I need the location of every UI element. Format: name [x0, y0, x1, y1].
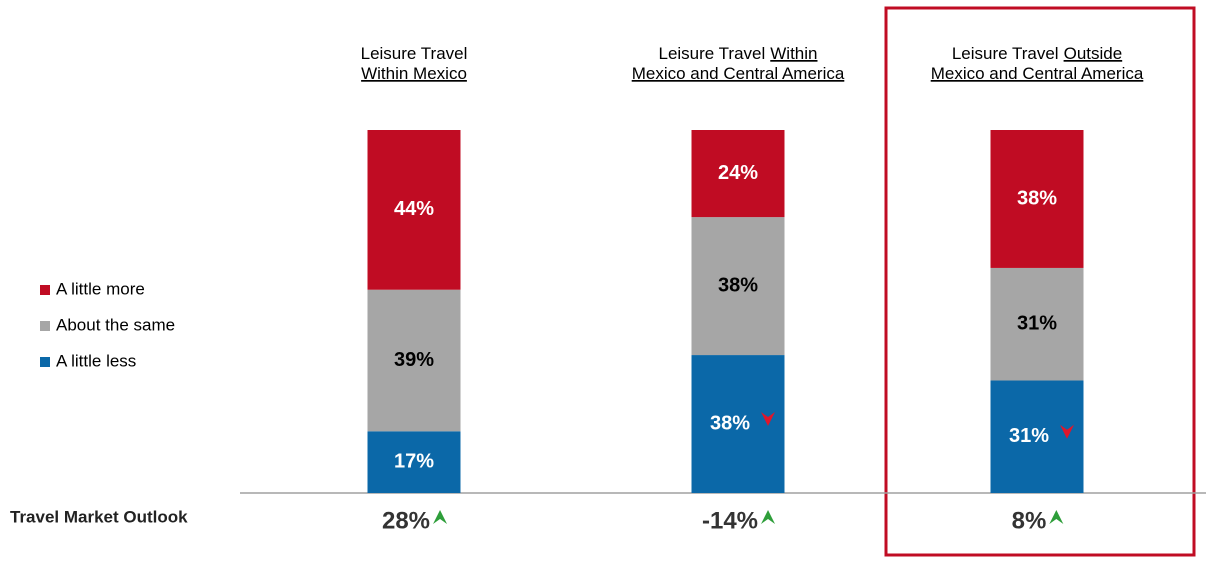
up-arrow — [1049, 510, 1064, 524]
category-label: Mexico and Central America — [931, 64, 1144, 83]
value-label: 44% — [394, 198, 434, 220]
category-label-part: Within — [770, 44, 817, 63]
highlight-box — [884, 6, 1196, 557]
bar-segment — [990, 267, 1084, 381]
outlook-value: 8% — [1012, 507, 1047, 534]
down-arrow — [1060, 424, 1074, 439]
bar-segment — [367, 130, 461, 290]
outlook-label: Travel Market Outlook — [10, 507, 188, 526]
legend-swatch — [40, 321, 50, 331]
category-label: Within Mexico — [361, 64, 467, 83]
outlook-value: 28% — [382, 507, 430, 534]
category-label-part: Leisure Travel — [361, 44, 468, 63]
legend-swatch — [40, 357, 50, 367]
value-label: 39% — [394, 349, 434, 371]
category-label-part: Outside — [1064, 44, 1123, 63]
category-label-part: Mexico and Central America — [931, 64, 1144, 83]
value-label: 38% — [718, 274, 758, 296]
category-label: Mexico and Central America — [632, 64, 845, 83]
up-arrow — [761, 510, 776, 524]
value-label: 31% — [1017, 312, 1057, 334]
bar-segment — [691, 130, 785, 218]
up-arrow — [433, 510, 448, 524]
down-arrow — [761, 412, 775, 427]
legend-label: A little more — [56, 279, 145, 298]
value-label: 38% — [710, 412, 750, 434]
category-label: Leisure Travel Outside — [952, 44, 1122, 63]
bar-segment — [990, 130, 1084, 268]
value-label: 17% — [394, 450, 434, 472]
category-label-part: Mexico and Central America — [632, 64, 845, 83]
value-label: 31% — [1009, 425, 1049, 447]
legend-label: A little less — [56, 351, 136, 370]
outlook-value: -14% — [702, 507, 758, 534]
bar-segment — [367, 289, 461, 432]
category-label-part: Within Mexico — [361, 64, 467, 83]
legend-label: About the same — [56, 315, 175, 334]
legend-swatch — [40, 285, 50, 295]
category-label: Leisure Travel — [361, 44, 468, 63]
value-label: 24% — [718, 162, 758, 184]
category-label-part: Leisure Travel — [658, 44, 765, 63]
value-label: 38% — [1017, 187, 1057, 209]
category-label-part: Leisure Travel — [952, 44, 1059, 63]
category-label: Leisure Travel Within — [658, 44, 817, 63]
bar-segment — [691, 217, 785, 356]
bar-segment — [367, 431, 461, 493]
